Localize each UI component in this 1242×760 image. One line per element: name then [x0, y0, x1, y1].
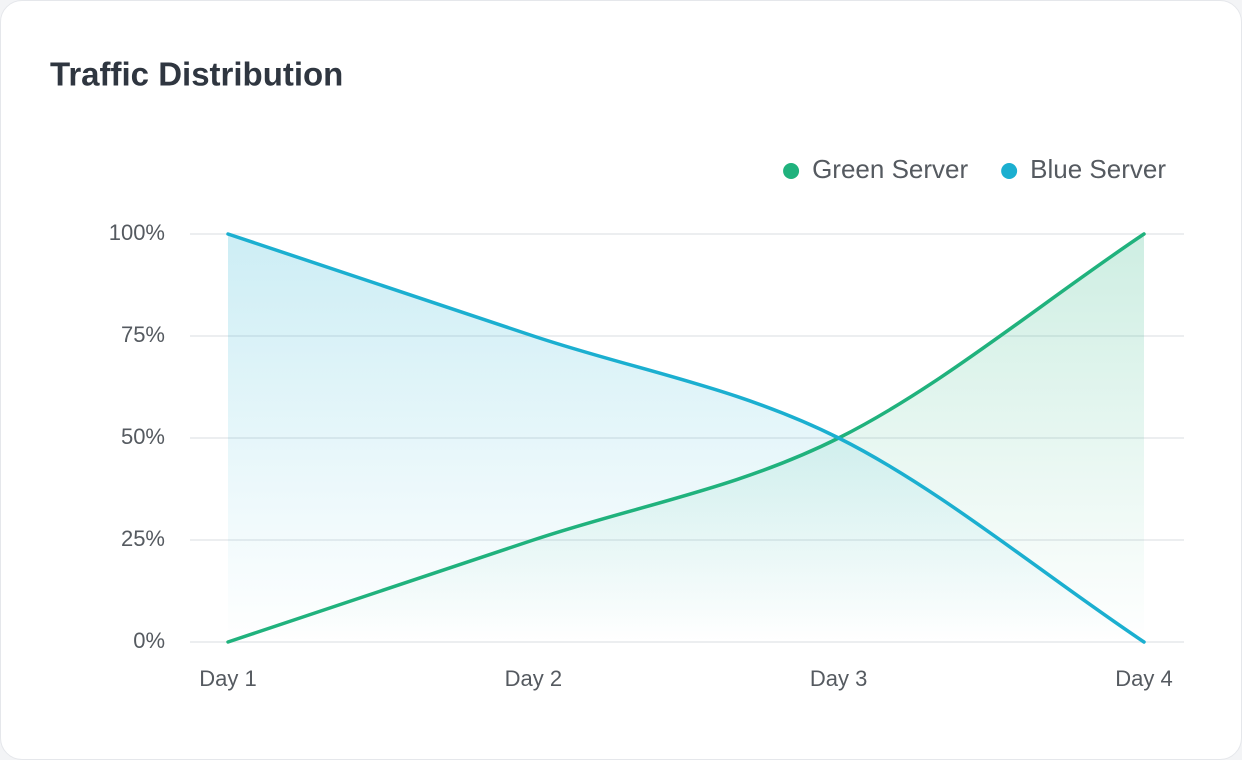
legend-marker	[783, 163, 800, 179]
series-line	[226, 232, 1146, 644]
x-tick-label: Day 1	[199, 666, 256, 691]
legend-marker	[1001, 163, 1018, 179]
y-tick-label: 75%	[121, 322, 165, 347]
x-tick-label: Day 3	[810, 666, 867, 691]
y-tick-label: 50%	[121, 424, 165, 449]
legend-label: Green Server	[812, 154, 968, 184]
legend-label: Blue Server	[1030, 154, 1166, 184]
series-line	[226, 232, 1146, 644]
chart-title: Traffic Distribution	[50, 56, 343, 93]
area-fill	[228, 234, 1144, 642]
x-tick-label: Day 4	[1115, 666, 1172, 691]
y-tick-label: 25%	[121, 526, 165, 551]
y-tick-label: 0%	[133, 628, 165, 653]
y-tick-label: 100%	[109, 220, 165, 245]
x-tick-label: Day 2	[505, 666, 562, 691]
